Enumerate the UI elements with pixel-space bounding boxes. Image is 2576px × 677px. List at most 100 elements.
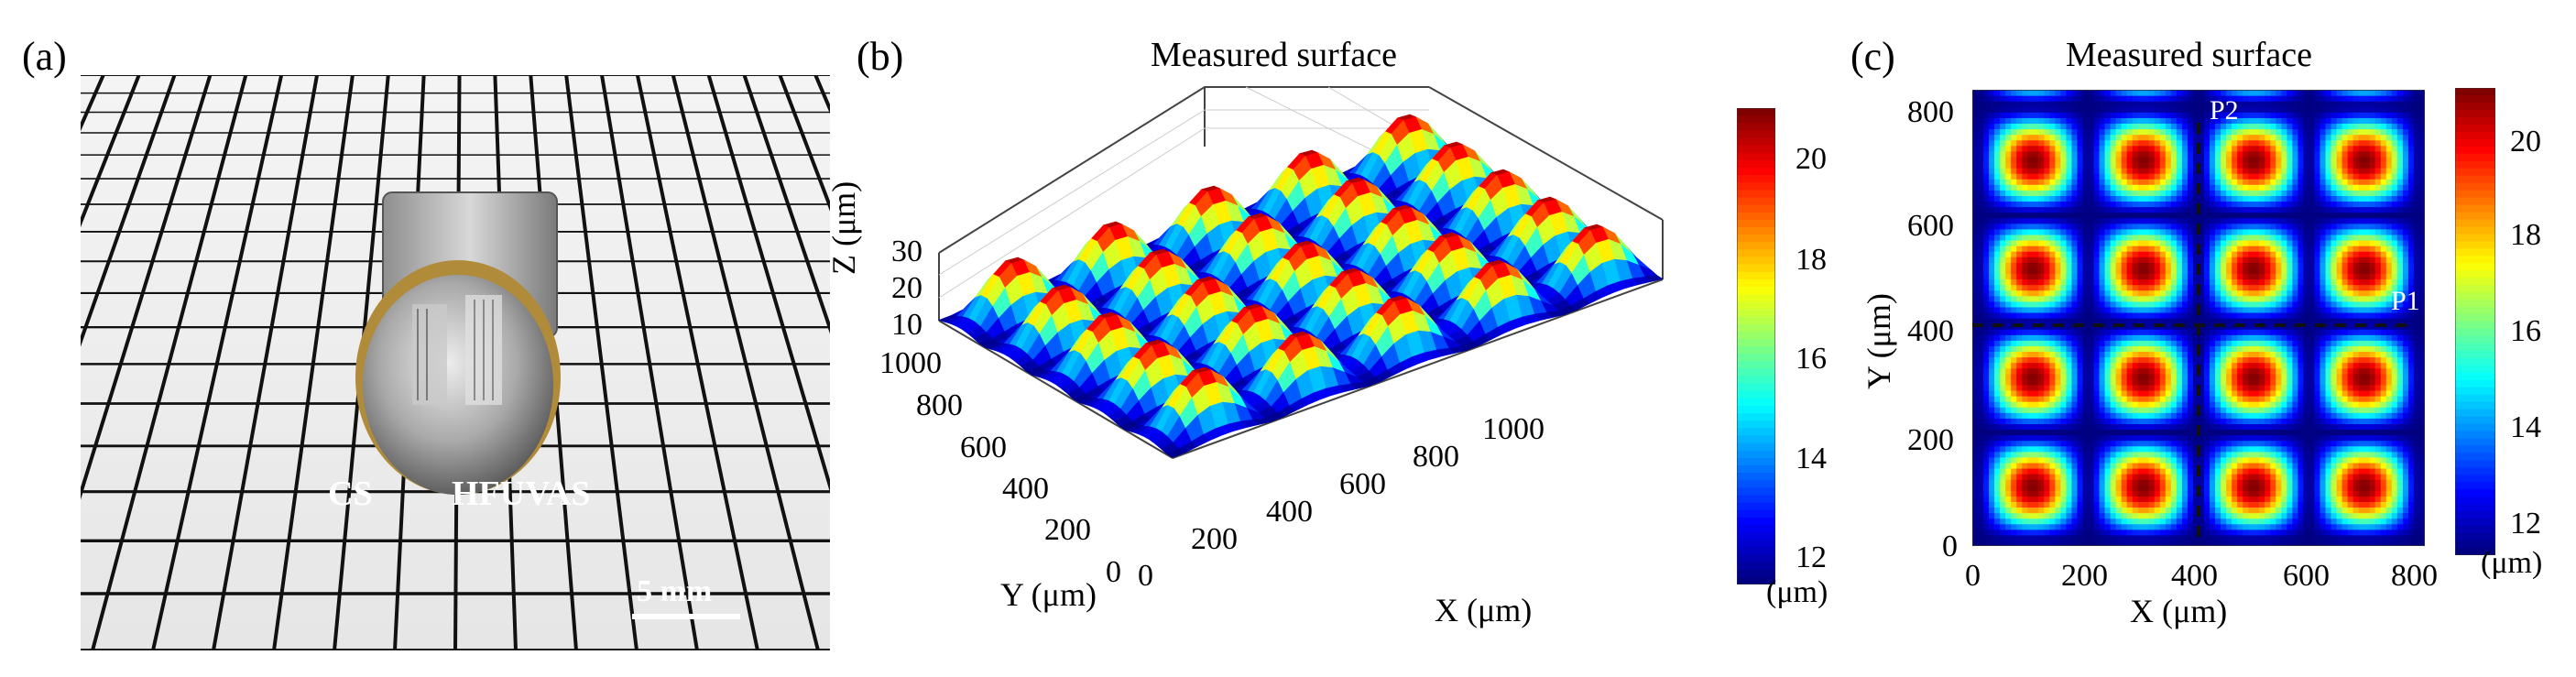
height-map-cell: [2110, 412, 2117, 419]
colorbar-step: [1737, 487, 1775, 497]
height-map-cell: [2027, 257, 2034, 263]
height-map-cell: [2066, 467, 2073, 475]
height-map-cell: [2016, 251, 2023, 257]
height-map-cell: [2170, 311, 2178, 319]
height-map-cell: [1994, 311, 2001, 319]
height-map-cell: [2121, 445, 2128, 453]
height-map-cell: [2082, 139, 2090, 147]
height-map-cell: [2027, 434, 2034, 442]
height-map-cell: [2082, 501, 2090, 508]
height-map-cell: [2077, 234, 2084, 241]
height-map-cell: [2143, 145, 2150, 152]
height-map-cell: [2082, 423, 2090, 431]
height-map-cell: [2176, 179, 2183, 185]
height-map-cell: [2027, 367, 2034, 375]
height-map-cell: [2033, 262, 2039, 268]
height-map-cell: [2011, 445, 2017, 453]
height-map-cell: [1983, 246, 1990, 252]
height-map-cell: [2027, 284, 2034, 291]
height-map-cell: [1978, 329, 1984, 335]
height-map-cell: [2038, 101, 2045, 107]
height-map-cell: [2154, 534, 2161, 541]
height-map-cell: [2000, 423, 2006, 431]
height-map-cell: [2082, 223, 2090, 230]
height-map-cell: [2000, 496, 2006, 503]
height-map-cell: [2165, 278, 2172, 286]
colorbar-step: [1737, 465, 1775, 475]
height-map-cell: [2154, 490, 2161, 497]
height-map-cell: [1978, 378, 1984, 386]
height-map-cell: [1972, 101, 1979, 107]
height-map-cell: [2082, 234, 2090, 241]
height-map-cell: [1994, 479, 2001, 486]
height-map-cell: [2027, 496, 2034, 503]
colorbar-step: [1737, 428, 1775, 437]
height-map-cell: [1978, 523, 1984, 530]
height-map-cell: [2038, 496, 2045, 503]
height-map-cell: [1972, 434, 1979, 442]
height-map-cell: [2154, 201, 2161, 208]
height-map-cell: [2055, 518, 2061, 525]
height-map-cell: [2033, 212, 2039, 219]
height-map-cell: [2033, 384, 2039, 391]
height-map-cell: [1983, 412, 1990, 419]
height-map-cell: [2159, 289, 2167, 297]
height-map-cell: [2060, 228, 2068, 235]
height-map-cell: [2154, 128, 2161, 136]
height-map-cell: [2016, 268, 2023, 275]
height-map-cell: [2159, 179, 2167, 185]
height-map-cell: [2049, 306, 2056, 313]
height-map-cell: [2049, 156, 2056, 163]
height-map-cell: [2093, 195, 2101, 202]
height-map-cell: [2181, 462, 2189, 469]
height-map-cell: [1978, 518, 1984, 525]
height-map-cell: [1978, 318, 1984, 324]
height-map-cell: [2143, 490, 2150, 497]
height-map-cell: [2027, 262, 2034, 268]
height-map-cell: [2137, 396, 2145, 402]
height-map-cell: [2132, 101, 2139, 107]
height-map-cell: [2165, 378, 2172, 386]
height-map-cell: [2077, 490, 2084, 497]
height-map-cell: [2132, 128, 2139, 136]
height-map-cell: [2005, 306, 2012, 313]
height-map-cell: [2049, 367, 2056, 375]
height-map-cell: [2077, 423, 2084, 431]
height-map-cell: [2082, 300, 2090, 308]
height-map-cell: [2110, 440, 2117, 447]
height-map-cell: [2005, 90, 2012, 96]
height-map-cell: [2099, 156, 2106, 163]
height-map-cell: [2011, 90, 2017, 96]
height-map-cell: [2082, 474, 2090, 480]
height-map-cell: [2044, 512, 2050, 519]
height-map-cell: [2115, 396, 2123, 402]
height-map-cell: [2016, 367, 2023, 375]
height-map-cell: [2022, 340, 2028, 346]
height-map-cell: [2005, 206, 2012, 213]
height-map-cell: [2154, 190, 2161, 196]
height-map-cell: [2082, 329, 2090, 335]
height-map-cell: [2148, 190, 2156, 196]
height-map-cell: [2126, 156, 2134, 163]
height-map-cell: [2077, 212, 2084, 219]
height-map-cell: [1978, 212, 1984, 219]
height-map-cell: [2115, 106, 2123, 113]
height-map-cell: [2104, 479, 2112, 486]
height-map-cell: [2066, 268, 2073, 275]
height-map-cell: [2038, 139, 2045, 147]
height-map-cell: [2066, 217, 2073, 224]
height-map-cell: [2165, 289, 2172, 297]
height-map-cell: [2038, 295, 2045, 302]
height-map-cell: [2143, 278, 2150, 286]
height-map-cell: [2115, 311, 2123, 319]
height-map-cell: [2066, 518, 2073, 525]
height-map-cell: [1983, 378, 1990, 386]
height-map-cell: [1983, 123, 1990, 130]
height-map-cell: [2154, 184, 2161, 191]
colorbar-step: [1737, 219, 1775, 228]
height-map-cell: [2022, 389, 2028, 397]
height-map-cell: [2060, 367, 2068, 375]
height-map-cell: [2027, 384, 2034, 391]
height-map-cell: [1989, 134, 1995, 141]
height-map-cell: [2104, 490, 2112, 497]
